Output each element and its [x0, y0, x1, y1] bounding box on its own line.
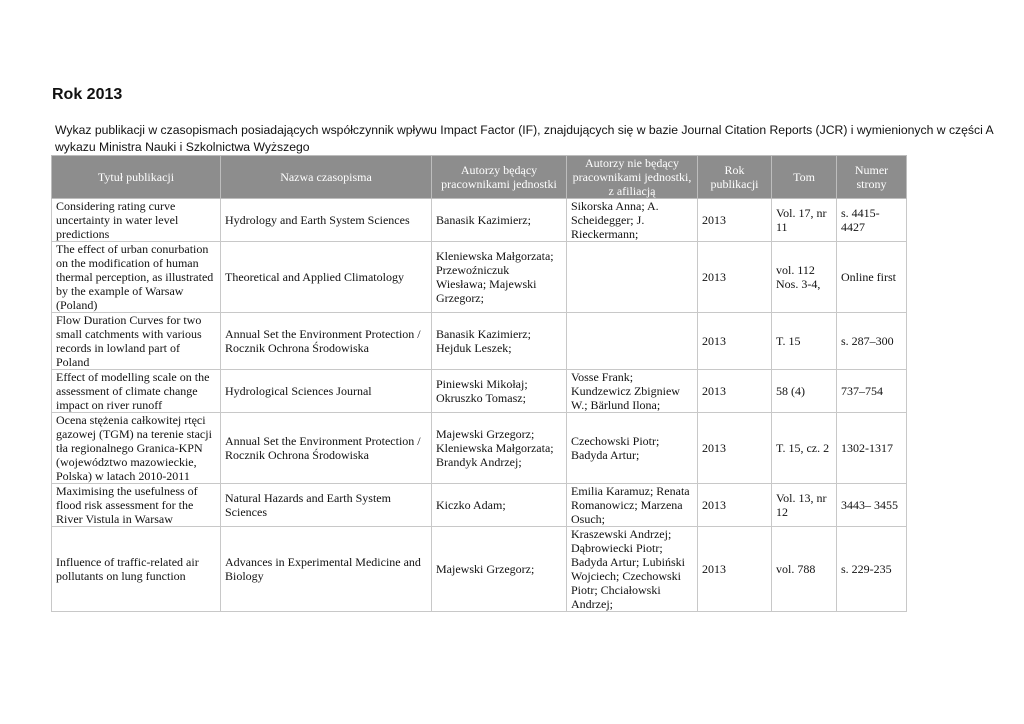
table-header-row: Tytuł publikacji Nazwa czasopisma Autorzy … [51, 155, 907, 199]
table-row: Ocena stężenia całkowitej rtęci gazowej … [51, 412, 907, 484]
table-row: Flow Duration Curves for two small catch… [51, 312, 907, 370]
cell-journal: Hydrology and Earth System Sciences [220, 198, 432, 242]
cell-year: 2013 [697, 198, 772, 242]
cell-pages: 737–754 [836, 369, 907, 413]
cell-external-authors [566, 312, 698, 370]
header-year: Rok publikacji [697, 155, 772, 199]
cell-internal-authors: Majewski Grzegorz; [431, 526, 567, 612]
intro-text: Wykaz publikacji w czasopismach posiadaj… [55, 123, 993, 154]
cell-external-authors: Kraszewski Andrzej; Dąbrowiecki Piotr; B… [566, 526, 698, 612]
cell-journal: Hydrological Sciences Journal [220, 369, 432, 413]
cell-title: The effect of urban conurbation on the m… [51, 241, 221, 313]
header-title: Tytuł publikacji [51, 155, 221, 199]
table-row: The effect of urban conurbation on the m… [51, 241, 907, 313]
cell-pages: s. 4415-4427 [836, 198, 907, 242]
cell-title: Considering rating curve uncertainty in … [51, 198, 221, 242]
cell-pages: s. 287–300 [836, 312, 907, 370]
cell-year: 2013 [697, 412, 772, 484]
cell-volume: 58 (4) [771, 369, 837, 413]
cell-internal-authors: Majewski Grzegorz; Kleniewska Małgorzata… [431, 412, 567, 484]
cell-external-authors [566, 241, 698, 313]
header-internal-authors: Autorzy będący pracownikami jednostki [431, 155, 567, 199]
cell-year: 2013 [697, 526, 772, 612]
header-journal: Nazwa czasopisma [220, 155, 432, 199]
table-row: Effect of modelling scale on the assessm… [51, 369, 907, 413]
cell-year: 2013 [697, 241, 772, 313]
cell-internal-authors: Piniewski Mikołaj; Okruszko Tomasz; [431, 369, 567, 413]
cell-pages: 1302-1317 [836, 412, 907, 484]
table-row: Influence of traffic-related air polluta… [51, 526, 907, 612]
cell-journal: Annual Set the Environment Protection / … [220, 312, 432, 370]
cell-internal-authors: Banasik Kazimierz; [431, 198, 567, 242]
table-row: Considering rating curve uncertainty in … [51, 198, 907, 242]
cell-pages: 3443– 3455 [836, 483, 907, 527]
cell-volume: vol. 112 Nos. 3-4, [771, 241, 837, 313]
cell-pages: Online first [836, 241, 907, 313]
cell-external-authors: Sikorska Anna; A. Scheidegger; J. Riecke… [566, 198, 698, 242]
header-pages: Numer strony [836, 155, 907, 199]
header-volume: Tom [771, 155, 837, 199]
header-external-authors: Autorzy nie będący pracownikami jednostk… [566, 155, 698, 199]
cell-internal-authors: Kleniewska Małgorzata; Przewoźniczuk Wie… [431, 241, 567, 313]
publications-table: Tytuł publikacji Nazwa czasopisma Autorzy … [51, 155, 907, 612]
cell-journal: Natural Hazards and Earth System Science… [220, 483, 432, 527]
cell-title: Effect of modelling scale on the assessm… [51, 369, 221, 413]
cell-internal-authors: Kiczko Adam; [431, 483, 567, 527]
cell-title: Maximising the usefulness of flood risk … [51, 483, 221, 527]
cell-volume: Vol. 17, nr 11 [771, 198, 837, 242]
cell-external-authors: Czechowski Piotr; Badyda Artur; [566, 412, 698, 484]
cell-title: Ocena stężenia całkowitej rtęci gazowej … [51, 412, 221, 484]
table-row: Maximising the usefulness of flood risk … [51, 483, 907, 527]
page-title: Rok 2013 [52, 86, 123, 103]
cell-volume: vol. 788 [771, 526, 837, 612]
cell-journal: Advances in Experimental Medicine and Bi… [220, 526, 432, 612]
cell-external-authors: Vosse Frank; Kundzewicz Zbigniew W.; Bär… [566, 369, 698, 413]
cell-title: Flow Duration Curves for two small catch… [51, 312, 221, 370]
cell-internal-authors: Banasik Kazimierz; Hejduk Leszek; [431, 312, 567, 370]
cell-journal: Theoretical and Applied Climatology [220, 241, 432, 313]
cell-journal: Annual Set the Environment Protection / … [220, 412, 432, 484]
cell-year: 2013 [697, 369, 772, 413]
cell-external-authors: Emilia Karamuz; Renata Romanowicz; Marze… [566, 483, 698, 527]
cell-year: 2013 [697, 483, 772, 527]
cell-pages: s. 229-235 [836, 526, 907, 612]
cell-volume: Vol. 13, nr 12 [771, 483, 837, 527]
cell-title: Influence of traffic-related air polluta… [51, 526, 221, 612]
cell-volume: T. 15, cz. 2 [771, 412, 837, 484]
cell-year: 2013 [697, 312, 772, 370]
cell-volume: T. 15 [771, 312, 837, 370]
